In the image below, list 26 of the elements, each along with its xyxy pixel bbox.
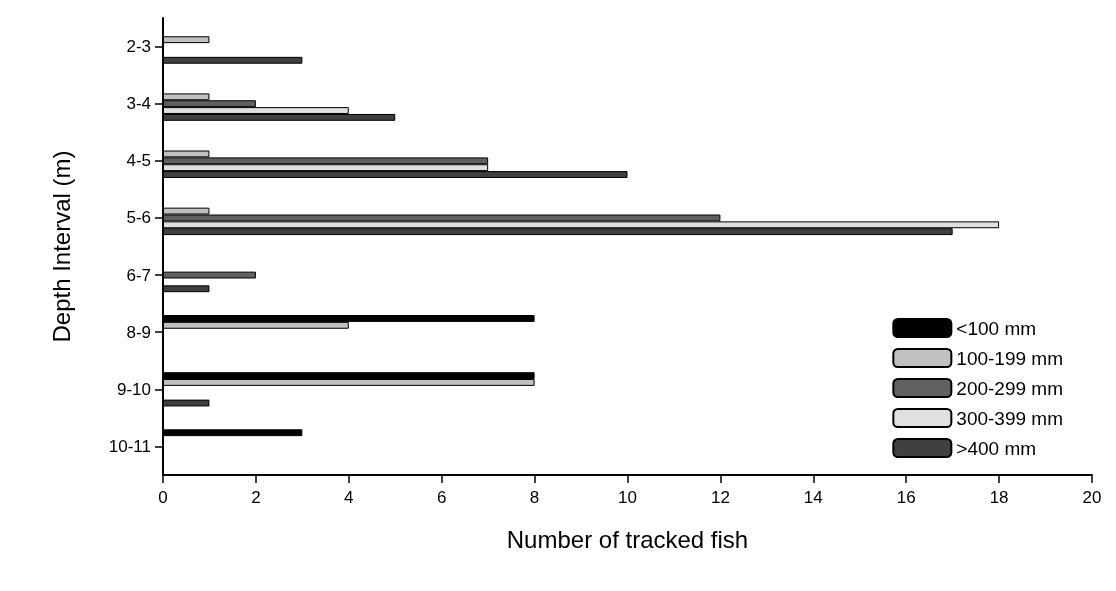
legend-label: 200-299 mm — [956, 377, 1064, 399]
y-axis-title: Depth Interval (m) — [47, 150, 75, 343]
y-tick-label: 9-10 — [116, 379, 151, 399]
legend-label: 100-199 mm — [956, 347, 1064, 369]
y-tick-label: 10-11 — [108, 436, 151, 456]
x-tick-label: 8 — [529, 488, 540, 507]
x-tick-label: 12 — [710, 488, 730, 507]
x-tick-label: 2 — [251, 488, 261, 507]
y-tick-label: 5-6 — [126, 208, 151, 228]
y-tick-label: 2-3 — [126, 37, 151, 57]
legend-label: >400 mm — [956, 437, 1037, 459]
y-tick-label: 8-9 — [126, 322, 151, 342]
y-tick-label: 6-7 — [126, 265, 151, 285]
x-tick-label: 0 — [158, 488, 168, 507]
x-axis-title: Number of tracked fish — [506, 525, 749, 553]
x-tick-label: 10 — [618, 488, 637, 507]
x-tick-label: 14 — [803, 488, 823, 507]
y-tick-label: 3-4 — [126, 94, 151, 114]
legend-label: <100 mm — [956, 317, 1037, 339]
legend-label: 300-399 mm — [956, 407, 1064, 429]
x-tick-label: 20 — [1082, 488, 1102, 507]
x-tick-label: 6 — [436, 488, 447, 507]
x-tick-label: 16 — [896, 488, 916, 507]
x-tick-label: 18 — [989, 488, 1009, 507]
y-tick-label: 4-5 — [126, 151, 151, 171]
x-tick-label: 4 — [344, 488, 354, 507]
